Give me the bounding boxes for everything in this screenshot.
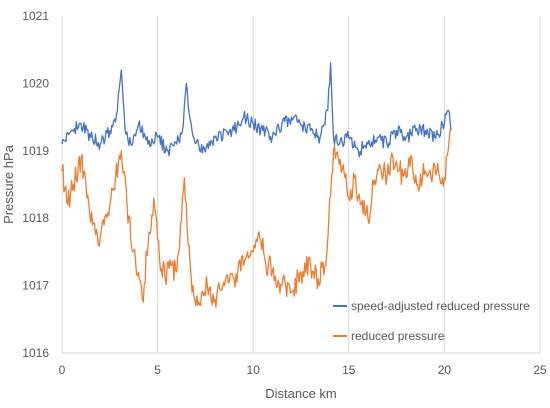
y-axis-label: Pressure hPa xyxy=(1,144,16,224)
y-tick-label: 1018 xyxy=(22,211,49,225)
x-tick-label: 15 xyxy=(342,363,356,377)
x-tick-label: 5 xyxy=(154,363,161,377)
y-tick-label: 1016 xyxy=(22,346,49,360)
x-tick-label: 0 xyxy=(59,363,66,377)
series-line-2 xyxy=(61,129,452,308)
x-tick-label: 25 xyxy=(533,363,547,377)
series-lines xyxy=(61,62,452,308)
series-line-1 xyxy=(61,62,452,158)
x-tick-label: 10 xyxy=(247,363,261,377)
x-tick-label: 20 xyxy=(438,363,452,377)
legend-label: reduced pressure xyxy=(351,329,445,343)
y-tick-label: 1019 xyxy=(22,144,49,158)
y-tick-label: 1017 xyxy=(22,279,49,293)
legend-label: speed-adjusted reduced pressure xyxy=(351,299,530,313)
x-axis-label: Distance km xyxy=(265,386,337,401)
legend: speed-adjusted reduced pressure reduced p… xyxy=(333,299,530,343)
y-tick-label: 1020 xyxy=(22,76,49,90)
y-tick-label: 1021 xyxy=(22,9,49,23)
axes: 0 5 10 15 20 25 1016 1017 1018 1019 1020 1021 xyxy=(22,9,547,377)
grid xyxy=(61,16,541,353)
